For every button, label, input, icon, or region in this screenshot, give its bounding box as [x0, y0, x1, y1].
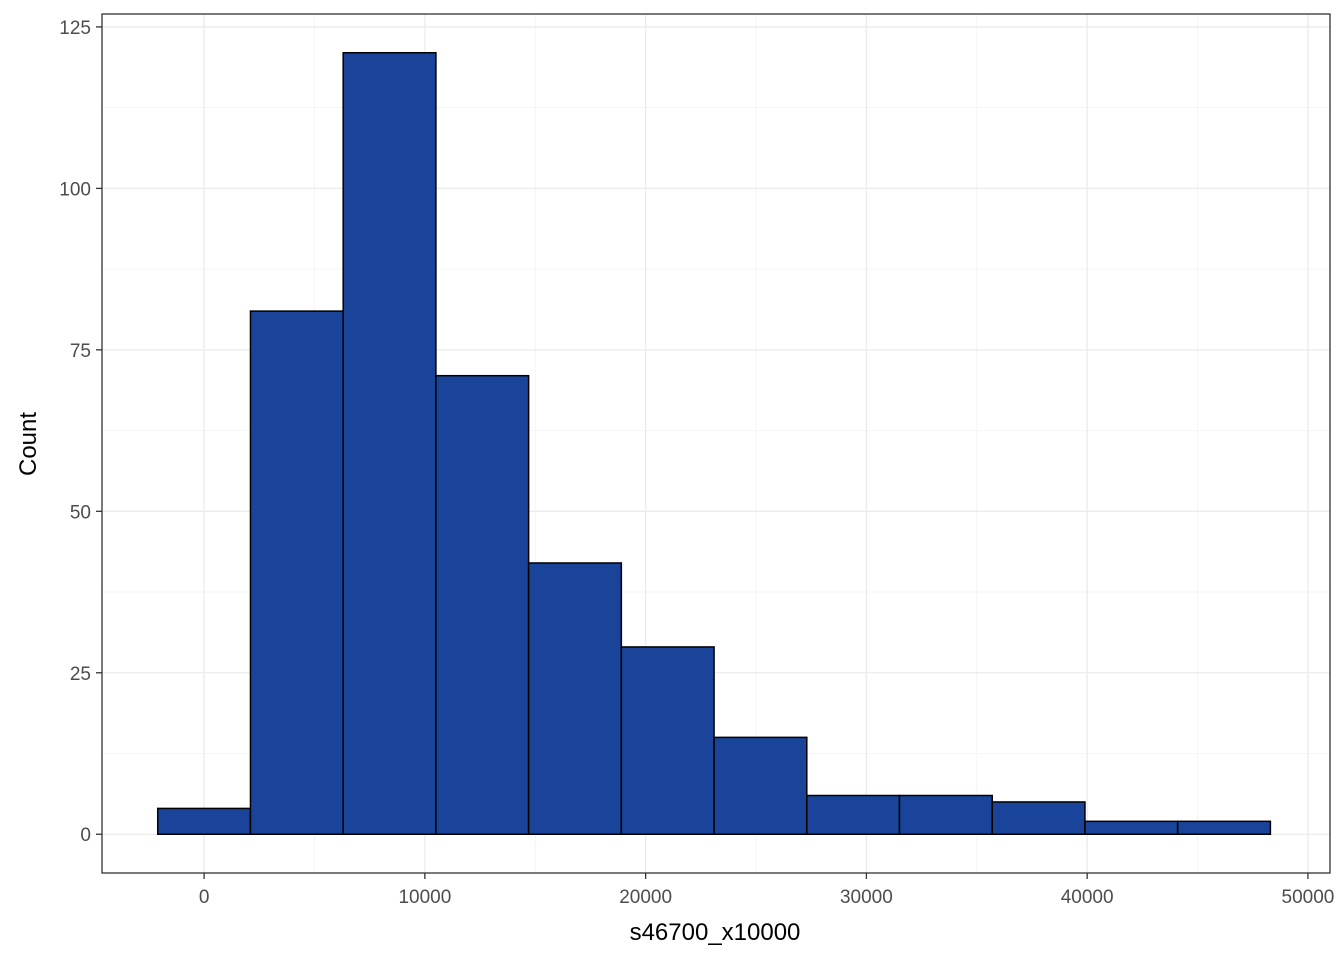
histogram-bar-6	[713, 736, 808, 835]
histogram-bars	[156, 52, 1272, 835]
histogram-bar-4	[527, 562, 623, 835]
histogram-bar-10	[1084, 820, 1179, 835]
y-tick-label: 50	[70, 502, 91, 523]
histogram-bar-7	[806, 794, 901, 835]
x-axis-title: s46700_x10000	[630, 919, 801, 946]
histogram-bar-8	[898, 794, 993, 835]
y-tick-label: 100	[59, 179, 91, 200]
histogram-bar-0	[156, 807, 252, 835]
y-axis-ticks: 0 25 50 75 100 125	[59, 18, 102, 846]
histogram-bar-3	[435, 374, 530, 835]
histogram-bar-1	[249, 310, 344, 835]
x-axis-ticks: 0 10000 20000 30000 40000 50000	[199, 873, 1335, 908]
y-tick-label: 25	[70, 664, 91, 685]
panel-border	[101, 13, 1331, 874]
x-tick-label: 10000	[398, 887, 451, 908]
y-tick-label: 0	[80, 825, 91, 846]
x-tick-label: 30000	[840, 887, 893, 908]
x-tick-label: 0	[199, 887, 210, 908]
y-axis-title: Count	[15, 412, 42, 476]
histogram-bar-5	[620, 646, 715, 835]
y-tick-label: 75	[70, 341, 91, 362]
histogram-bar-11	[1176, 820, 1272, 835]
x-tick-label: 40000	[1061, 887, 1114, 908]
histogram-bar-2	[342, 52, 437, 835]
histogram-bar-9	[991, 801, 1086, 835]
y-tick-label: 125	[59, 18, 91, 39]
x-tick-label: 50000	[1282, 887, 1335, 908]
x-tick-label: 20000	[619, 887, 672, 908]
